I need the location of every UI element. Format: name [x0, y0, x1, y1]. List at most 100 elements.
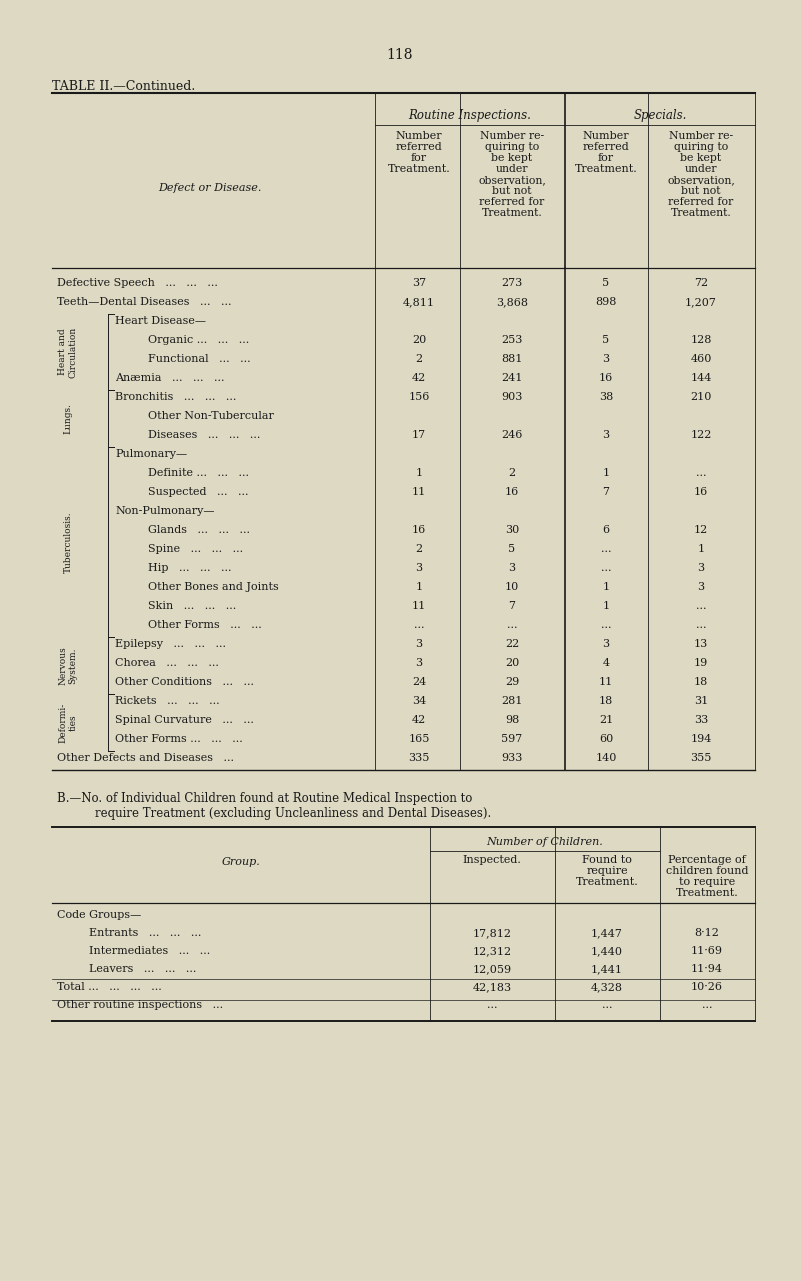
Text: Anæmia   ...   ...   ...: Anæmia ... ... ... [115, 373, 224, 383]
Text: Treatment.: Treatment. [574, 164, 638, 174]
Text: 194: 194 [690, 734, 711, 744]
Text: ...: ... [602, 1000, 612, 1009]
Text: be kept: be kept [492, 152, 533, 163]
Text: 210: 210 [690, 392, 711, 402]
Text: Treatment.: Treatment. [675, 888, 739, 898]
Text: Suspected   ...   ...: Suspected ... ... [148, 487, 248, 497]
Text: Defective Speech   ...   ...   ...: Defective Speech ... ... ... [57, 278, 218, 288]
Text: ...: ... [414, 620, 425, 630]
Text: Number: Number [396, 131, 442, 141]
Text: ...: ... [696, 601, 706, 611]
Text: 10: 10 [505, 582, 519, 592]
Text: Rickets   ...   ...   ...: Rickets ... ... ... [115, 696, 219, 706]
Text: but not: but not [493, 186, 532, 196]
Text: Other Forms   ...   ...: Other Forms ... ... [148, 620, 262, 630]
Text: 12,059: 12,059 [473, 965, 512, 974]
Text: 3: 3 [509, 564, 516, 573]
Text: Epilepsy   ...   ...   ...: Epilepsy ... ... ... [115, 639, 226, 649]
Text: 1: 1 [602, 582, 610, 592]
Text: Teeth—Dental Diseases   ...   ...: Teeth—Dental Diseases ... ... [57, 297, 231, 307]
Text: 4,328: 4,328 [591, 983, 623, 991]
Text: Hip   ...   ...   ...: Hip ... ... ... [148, 564, 231, 573]
Text: 18: 18 [599, 696, 613, 706]
Text: 3: 3 [602, 639, 610, 649]
Text: 1: 1 [698, 544, 705, 553]
Text: Intermediates   ...   ...: Intermediates ... ... [89, 945, 210, 956]
Text: 7: 7 [602, 487, 610, 497]
Text: 903: 903 [501, 392, 523, 402]
Text: 3,868: 3,868 [496, 297, 528, 307]
Text: 37: 37 [412, 278, 426, 288]
Text: 11: 11 [412, 487, 426, 497]
Text: 2: 2 [509, 468, 516, 478]
Text: 1: 1 [602, 601, 610, 611]
Text: observation,: observation, [478, 175, 546, 184]
Text: 10·26: 10·26 [691, 983, 723, 991]
Text: 4,811: 4,811 [403, 297, 435, 307]
Text: 11: 11 [599, 676, 613, 687]
Text: Non-Pulmonary—: Non-Pulmonary— [115, 506, 215, 516]
Text: 156: 156 [409, 392, 429, 402]
Text: Tuberculosis.: Tuberculosis. [63, 511, 73, 573]
Text: Heart Disease—: Heart Disease— [115, 316, 206, 325]
Text: be kept: be kept [680, 152, 722, 163]
Text: children found: children found [666, 866, 748, 876]
Text: 30: 30 [505, 525, 519, 535]
Text: Spine   ...   ...   ...: Spine ... ... ... [148, 544, 244, 553]
Text: 3: 3 [698, 582, 705, 592]
Text: Treatment.: Treatment. [481, 208, 542, 218]
Text: 140: 140 [595, 753, 617, 763]
Text: 1: 1 [416, 582, 423, 592]
Text: Bronchitis   ...   ...   ...: Bronchitis ... ... ... [115, 392, 236, 402]
Text: under: under [496, 164, 528, 174]
Text: Other Non-Tubercular: Other Non-Tubercular [148, 411, 274, 421]
Text: 335: 335 [409, 753, 429, 763]
Text: 460: 460 [690, 354, 711, 364]
Text: 19: 19 [694, 658, 708, 667]
Text: 72: 72 [694, 278, 708, 288]
Text: 597: 597 [501, 734, 522, 744]
Text: 898: 898 [595, 297, 617, 307]
Text: 60: 60 [599, 734, 613, 744]
Text: 1,207: 1,207 [685, 297, 717, 307]
Text: 38: 38 [599, 392, 613, 402]
Text: 6: 6 [602, 525, 610, 535]
Text: Deformi-
ties: Deformi- ties [58, 702, 78, 743]
Text: 355: 355 [690, 753, 711, 763]
Text: Organic ...   ...   ...: Organic ... ... ... [148, 336, 249, 345]
Text: Nervous
System.: Nervous System. [58, 646, 78, 685]
Text: Treatment.: Treatment. [576, 877, 638, 886]
Text: 7: 7 [509, 601, 516, 611]
Text: Other Bones and Joints: Other Bones and Joints [148, 582, 279, 592]
Text: 246: 246 [501, 430, 523, 439]
Text: 165: 165 [409, 734, 429, 744]
Text: to require: to require [679, 877, 735, 886]
Text: 42: 42 [412, 715, 426, 725]
Text: 933: 933 [501, 753, 523, 763]
Text: 3: 3 [602, 430, 610, 439]
Text: require: require [586, 866, 628, 876]
Text: Found to: Found to [582, 854, 632, 865]
Text: ...: ... [601, 564, 611, 573]
Text: 29: 29 [505, 676, 519, 687]
Text: Other Forms ...   ...   ...: Other Forms ... ... ... [115, 734, 243, 744]
Text: Definite ...   ...   ...: Definite ... ... ... [148, 468, 249, 478]
Text: ...: ... [507, 620, 517, 630]
Text: Treatment.: Treatment. [388, 164, 450, 174]
Text: 5: 5 [602, 278, 610, 288]
Text: 3: 3 [416, 658, 423, 667]
Text: Specials.: Specials. [634, 109, 686, 122]
Text: 3: 3 [698, 564, 705, 573]
Text: 17: 17 [412, 430, 426, 439]
Text: 1: 1 [602, 468, 610, 478]
Text: 281: 281 [501, 696, 523, 706]
Text: 16: 16 [599, 373, 613, 383]
Text: 31: 31 [694, 696, 708, 706]
Text: ...: ... [601, 620, 611, 630]
Text: 16: 16 [505, 487, 519, 497]
Text: Other Conditions   ...   ...: Other Conditions ... ... [115, 676, 254, 687]
Text: for: for [598, 152, 614, 163]
Text: 4: 4 [602, 658, 610, 667]
Text: Code Groups—: Code Groups— [57, 910, 141, 920]
Text: 241: 241 [501, 373, 523, 383]
